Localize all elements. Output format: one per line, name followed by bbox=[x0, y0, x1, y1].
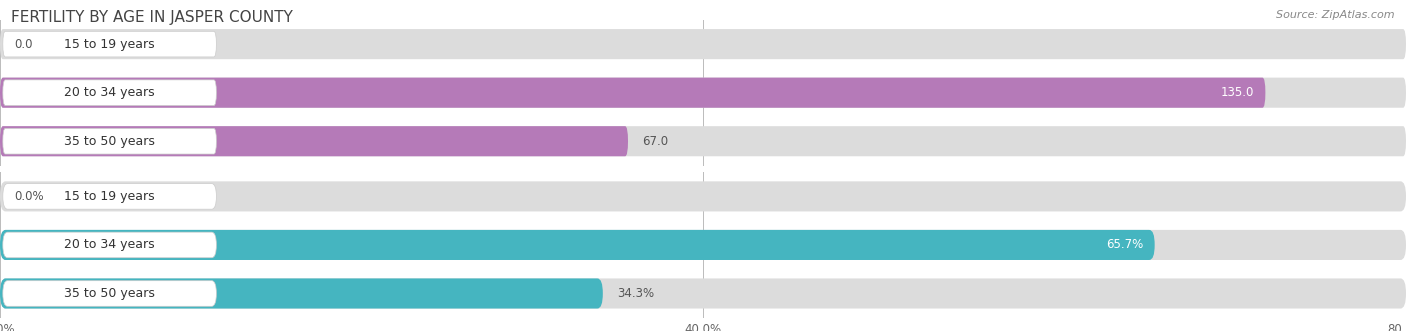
FancyBboxPatch shape bbox=[3, 232, 217, 258]
FancyBboxPatch shape bbox=[3, 281, 217, 306]
Text: 135.0: 135.0 bbox=[1220, 86, 1254, 99]
Text: 65.7%: 65.7% bbox=[1107, 238, 1143, 252]
FancyBboxPatch shape bbox=[0, 126, 628, 156]
Text: 0.0%: 0.0% bbox=[14, 190, 44, 203]
FancyBboxPatch shape bbox=[0, 181, 1406, 212]
Text: 20 to 34 years: 20 to 34 years bbox=[63, 238, 155, 252]
Text: 15 to 19 years: 15 to 19 years bbox=[63, 38, 155, 51]
Text: FERTILITY BY AGE IN JASPER COUNTY: FERTILITY BY AGE IN JASPER COUNTY bbox=[11, 10, 292, 25]
FancyBboxPatch shape bbox=[0, 126, 1406, 156]
FancyBboxPatch shape bbox=[0, 278, 1406, 308]
FancyBboxPatch shape bbox=[3, 80, 217, 106]
Text: 67.0: 67.0 bbox=[643, 135, 668, 148]
Text: Source: ZipAtlas.com: Source: ZipAtlas.com bbox=[1277, 10, 1395, 20]
FancyBboxPatch shape bbox=[0, 278, 603, 308]
FancyBboxPatch shape bbox=[0, 230, 1154, 260]
FancyBboxPatch shape bbox=[0, 78, 1406, 108]
Text: 0.0: 0.0 bbox=[14, 38, 32, 51]
FancyBboxPatch shape bbox=[3, 184, 217, 209]
FancyBboxPatch shape bbox=[0, 29, 1406, 59]
FancyBboxPatch shape bbox=[0, 230, 1406, 260]
Text: 15 to 19 years: 15 to 19 years bbox=[63, 190, 155, 203]
Text: 34.3%: 34.3% bbox=[617, 287, 654, 300]
Text: 35 to 50 years: 35 to 50 years bbox=[63, 287, 155, 300]
Text: 35 to 50 years: 35 to 50 years bbox=[63, 135, 155, 148]
FancyBboxPatch shape bbox=[3, 128, 217, 154]
FancyBboxPatch shape bbox=[3, 31, 217, 57]
FancyBboxPatch shape bbox=[0, 78, 1265, 108]
Text: 20 to 34 years: 20 to 34 years bbox=[63, 86, 155, 99]
